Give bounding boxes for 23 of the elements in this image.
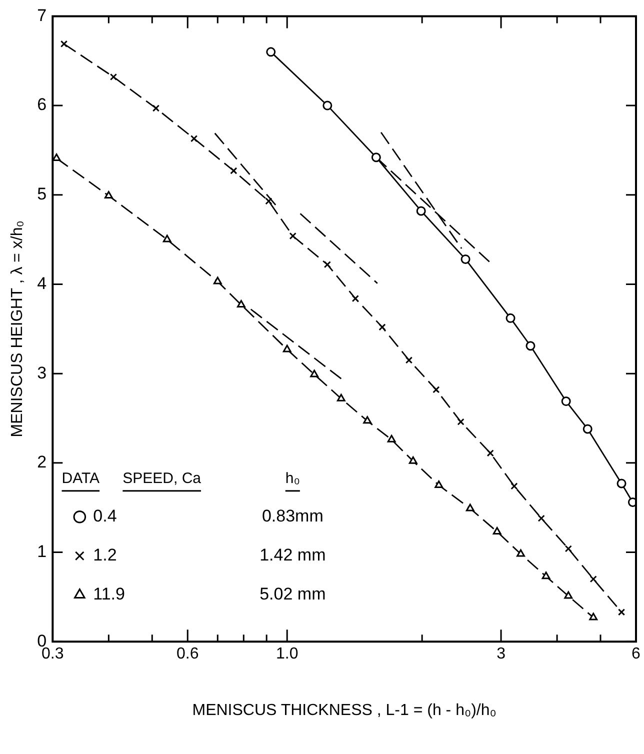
legend-label: 11.9 bbox=[93, 584, 125, 604]
x-tick-label: 3 bbox=[496, 646, 506, 663]
annotation: 5.02 mm bbox=[260, 584, 326, 604]
y-tick-label: 5 bbox=[37, 184, 47, 204]
annotation: SPEED, Ca bbox=[122, 470, 202, 488]
annotation: 1.42 mm bbox=[260, 546, 326, 565]
y-axis-title: MENISCUS HEIGHT , λ = x/h₀ bbox=[9, 220, 26, 438]
annotation: 0.83mm bbox=[262, 506, 324, 526]
y-tick-label: 7 bbox=[37, 6, 47, 25]
x-tick-label: 1.0 bbox=[276, 646, 298, 663]
x-tick-label: 0.3 bbox=[42, 646, 64, 663]
legend-title: DATA bbox=[62, 470, 100, 488]
x-tick-label: 6 bbox=[632, 646, 641, 663]
x-axis-title: MENISCUS THICKNESS , L-1 = (h - h₀)/h₀ bbox=[192, 702, 496, 719]
legend-label: 1.2 bbox=[93, 546, 117, 565]
annotation: h₀ bbox=[285, 470, 300, 488]
y-tick-label: 2 bbox=[37, 452, 47, 472]
y-tick-label: 3 bbox=[37, 363, 47, 382]
y-tick-label: 1 bbox=[37, 542, 47, 561]
y-tick-label: 6 bbox=[37, 95, 47, 114]
y-tick-label: 4 bbox=[37, 274, 47, 293]
x-tick-label: 0.6 bbox=[176, 646, 199, 663]
legend-label: 0.4 bbox=[93, 506, 117, 526]
